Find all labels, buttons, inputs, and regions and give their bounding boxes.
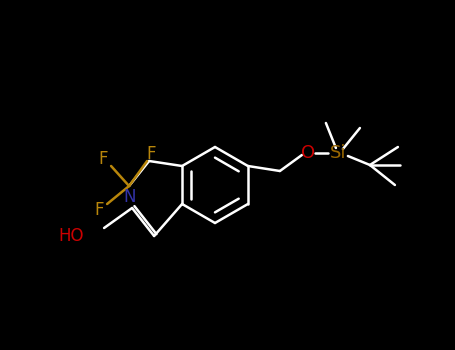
Text: O: O [301, 144, 315, 162]
Text: N: N [124, 188, 136, 206]
Text: F: F [94, 201, 104, 219]
Text: F: F [98, 150, 108, 168]
Text: Si: Si [330, 144, 346, 162]
Text: F: F [147, 145, 156, 163]
Text: HO: HO [59, 227, 84, 245]
